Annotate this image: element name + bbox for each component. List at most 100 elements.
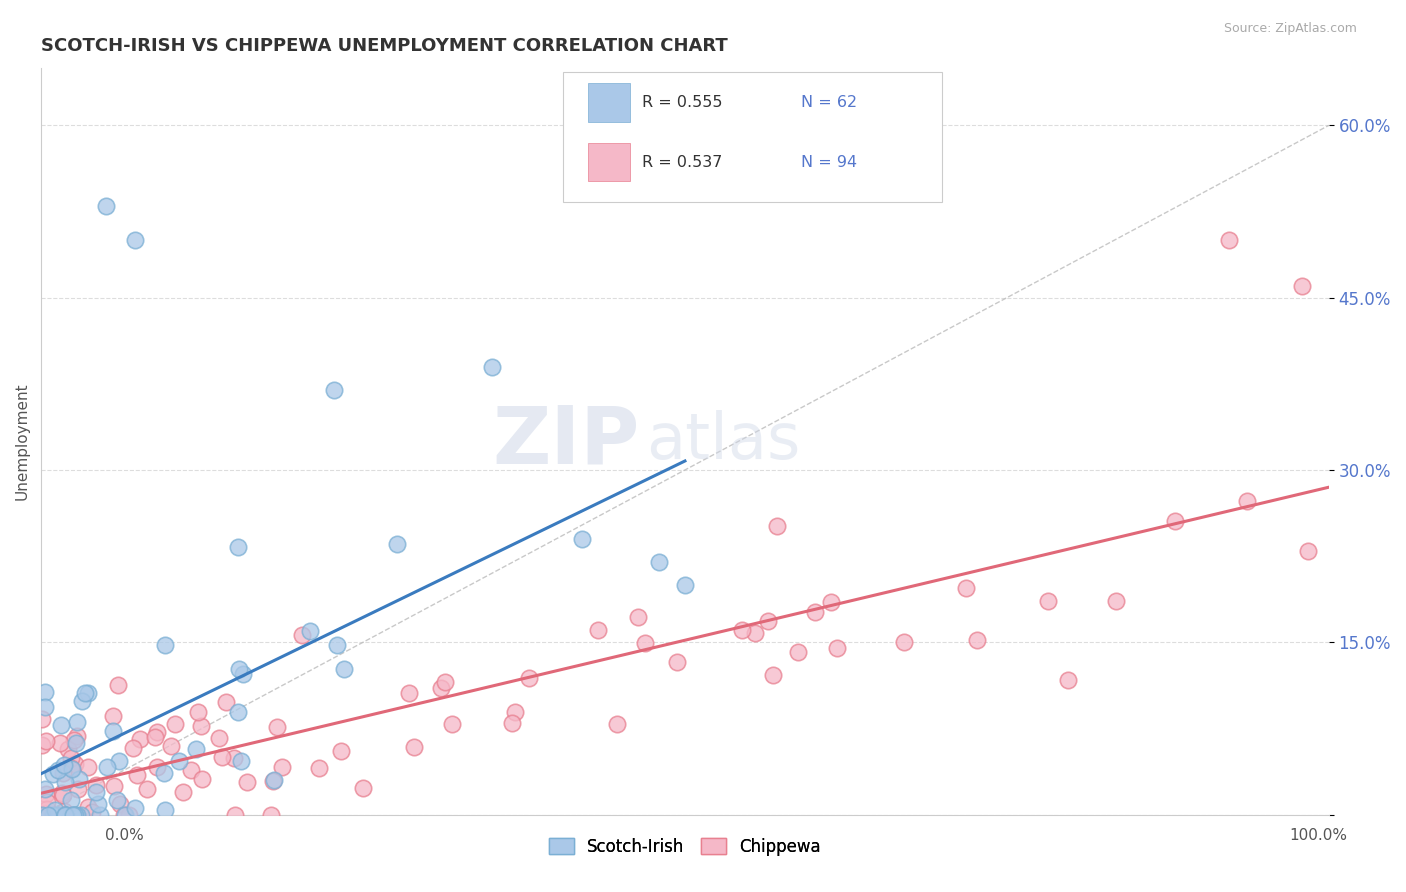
Point — [42, 766, 65, 780]
Point — [153, 803, 176, 817]
Point — [260, 807, 283, 822]
Point — [172, 785, 194, 799]
Point — [55, 807, 77, 822]
Point — [571, 532, 593, 546]
Point — [55, 807, 77, 822]
FancyBboxPatch shape — [588, 143, 630, 181]
Point — [744, 625, 766, 640]
Point — [648, 555, 671, 569]
Point — [966, 632, 988, 647]
Point — [231, 754, 253, 768]
Text: 0.0%: 0.0% — [105, 828, 145, 843]
Point — [184, 742, 207, 756]
Point — [73, 686, 96, 700]
Point — [124, 801, 146, 815]
FancyBboxPatch shape — [562, 71, 942, 202]
Point — [146, 760, 169, 774]
Point — [298, 624, 321, 639]
Point — [153, 638, 176, 652]
Point — [387, 537, 409, 551]
Point — [665, 656, 688, 670]
Point — [352, 780, 374, 795]
Point — [46, 763, 69, 777]
Point — [46, 807, 69, 822]
Point — [291, 627, 314, 641]
Point — [627, 610, 650, 624]
Point — [53, 775, 76, 789]
Point — [606, 717, 628, 731]
Point — [84, 778, 107, 792]
Point — [266, 720, 288, 734]
Point — [145, 725, 167, 739]
Point — [66, 714, 89, 729]
Point — [51, 786, 73, 800]
Point — [66, 729, 89, 743]
Point — [501, 715, 523, 730]
Point — [35, 787, 58, 801]
Point — [429, 681, 451, 696]
Point — [820, 595, 842, 609]
Point — [762, 668, 785, 682]
Point — [63, 807, 86, 822]
Point — [77, 760, 100, 774]
Point — [825, 640, 848, 655]
Point — [112, 807, 135, 822]
Point — [517, 671, 540, 685]
Point — [37, 807, 59, 822]
Point — [59, 793, 82, 807]
Point — [228, 662, 250, 676]
Point — [65, 736, 87, 750]
Point — [224, 807, 246, 822]
FancyBboxPatch shape — [588, 83, 630, 121]
Point — [84, 785, 107, 799]
Point — [49, 717, 72, 731]
Point — [215, 695, 238, 709]
Point — [1218, 233, 1240, 247]
Point — [52, 807, 75, 822]
Point — [77, 686, 100, 700]
Point — [66, 781, 89, 796]
Point — [48, 807, 70, 822]
Text: SCOTCH-IRISH VS CHIPPEWA UNEMPLOYMENT CORRELATION CHART: SCOTCH-IRISH VS CHIPPEWA UNEMPLOYMENT CO… — [41, 37, 728, 55]
Point — [481, 359, 503, 374]
Point — [588, 623, 610, 637]
Point — [53, 807, 76, 822]
Point — [67, 772, 90, 787]
Point — [186, 705, 208, 719]
Point — [228, 540, 250, 554]
Point — [60, 762, 83, 776]
Point — [165, 717, 187, 731]
Point — [59, 751, 82, 765]
Point — [766, 519, 789, 533]
Point — [53, 804, 76, 818]
Point — [224, 751, 246, 765]
Point — [30, 807, 52, 822]
Point — [127, 767, 149, 781]
Point — [503, 705, 526, 719]
Point — [1057, 673, 1080, 687]
Point — [226, 706, 249, 720]
Point — [333, 662, 356, 676]
Point — [96, 760, 118, 774]
Point — [1163, 515, 1185, 529]
Text: N = 94: N = 94 — [801, 154, 858, 169]
Point — [308, 761, 330, 775]
Point — [94, 199, 117, 213]
Point — [322, 383, 344, 397]
Text: R = 0.555: R = 0.555 — [643, 95, 723, 110]
Point — [87, 797, 110, 811]
Point — [756, 615, 779, 629]
Point — [124, 233, 146, 247]
Point — [31, 807, 53, 822]
Point — [787, 645, 810, 659]
Point — [190, 719, 212, 733]
Text: 100.0%: 100.0% — [1289, 828, 1347, 843]
Point — [37, 802, 59, 816]
Point — [118, 807, 141, 822]
Point — [434, 675, 457, 690]
Point — [31, 738, 53, 752]
Legend: Scotch-Irish, Chippewa: Scotch-Irish, Chippewa — [543, 830, 828, 863]
Point — [42, 807, 65, 822]
Point — [634, 636, 657, 650]
Point — [108, 754, 131, 768]
